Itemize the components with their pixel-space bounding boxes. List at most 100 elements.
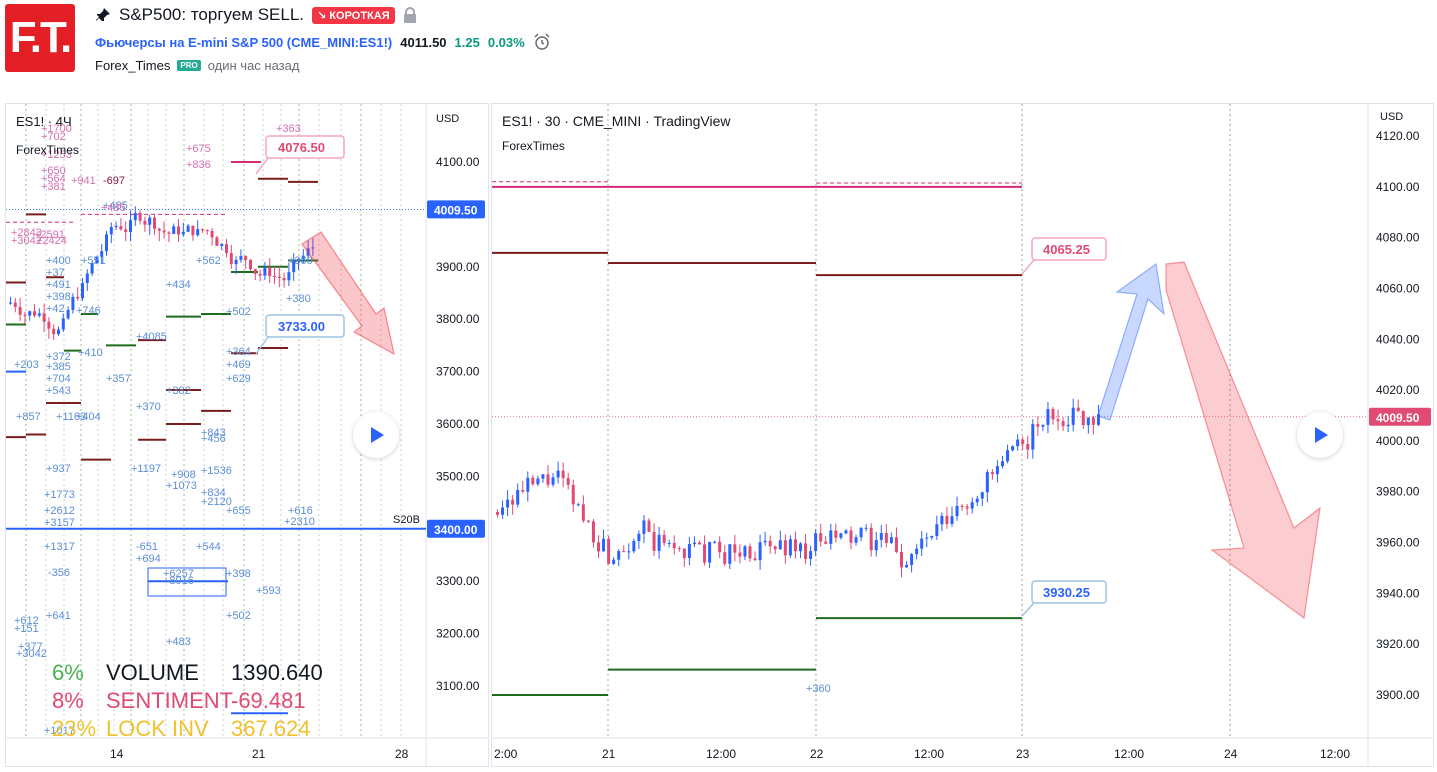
price-tick: 3900.00	[1376, 688, 1420, 702]
candle-body	[738, 552, 742, 557]
order-number: +694	[136, 553, 161, 565]
order-number: +404	[76, 411, 101, 423]
order-number: +491	[46, 279, 71, 291]
candle-body	[531, 477, 535, 485]
left-chart-canvas[interactable]: USD4100.004000.003900.003800.003700.0036…	[6, 104, 488, 766]
candle-body	[743, 546, 747, 557]
candle-body	[1026, 443, 1030, 450]
order-number-pink: +363	[276, 123, 301, 135]
label-high-box	[1031, 237, 1107, 261]
price-tick: 3300.00	[436, 574, 480, 588]
date-tick: 21	[252, 747, 266, 761]
candle-body	[915, 548, 919, 555]
order-number: +2120	[201, 496, 232, 508]
candle-body	[526, 477, 530, 492]
order-number: +360	[288, 255, 313, 267]
pin-icon[interactable]	[95, 7, 111, 23]
candle-body	[799, 543, 802, 552]
price-tick: 4040.00	[1376, 332, 1420, 346]
alarm-clock-icon[interactable]	[533, 33, 551, 51]
candle-body	[148, 217, 152, 225]
label-low-pointer	[1021, 602, 1035, 617]
order-number: -356	[48, 567, 70, 579]
time-tick: 12:00	[1320, 747, 1350, 761]
price-tick: 3200.00	[436, 627, 480, 641]
price-tick: 3700.00	[436, 365, 480, 379]
candle-body	[23, 314, 27, 316]
candle-body	[773, 546, 777, 550]
order-number: +8016	[163, 575, 194, 587]
line-price-label: 3400.00	[434, 523, 478, 537]
candle-body	[617, 551, 621, 560]
order-number-pink: +1253	[41, 149, 72, 161]
idea-title: S&P500: торгуем SELL.	[119, 5, 305, 24]
candle-body	[501, 507, 505, 515]
candle-body	[71, 296, 75, 310]
candle-body	[177, 226, 180, 235]
candle-body	[186, 225, 190, 232]
time-tick: 23	[1016, 747, 1030, 761]
label-high-pointer	[1021, 259, 1035, 275]
candle-body	[506, 499, 510, 508]
price-tick: 3100.00	[436, 679, 480, 693]
order-number-pink: -697	[103, 175, 125, 187]
candle-body	[496, 512, 499, 515]
order-number-pink: +2591	[34, 229, 65, 241]
candle-body	[602, 538, 606, 552]
order-number: +357	[106, 373, 131, 385]
left-chart-panel[interactable]: USD4100.004000.003900.003800.003700.0036…	[5, 103, 489, 767]
candle-body	[133, 212, 137, 221]
author-name[interactable]: Forex_Times	[95, 57, 171, 73]
candle-body	[249, 259, 252, 270]
price-tick: 4100.00	[1376, 180, 1420, 194]
order-number-pink: +2843	[11, 227, 42, 239]
right-chart-canvas[interactable]: USD 4120.00 4100.00 4080.00 4060.00 4040.00 40…	[492, 104, 1433, 766]
symbol-link[interactable]: Фьючерсы на E-mini S&P 500 (CME_MINI:ES1…	[95, 34, 393, 50]
price-tick: 3960.00	[1376, 536, 1420, 550]
candle-body	[28, 311, 32, 316]
order-number: +641	[46, 610, 71, 622]
candle-body	[642, 520, 646, 534]
selection-box	[147, 567, 227, 597]
candle-body	[849, 530, 853, 543]
order-number: +655	[226, 505, 251, 517]
order-number-pink: +381	[41, 181, 66, 193]
right-chart-panel[interactable]: USD 4120.00 4100.00 4080.00 4060.00 4040.00 40…	[491, 103, 1434, 767]
order-number: +469	[226, 359, 251, 371]
forex-times-logo[interactable]: F.T.	[5, 4, 75, 72]
order-number: +434	[166, 279, 191, 291]
play-button-right[interactable]	[1297, 412, 1343, 458]
candle-body	[708, 542, 712, 563]
time-tick: 22	[810, 747, 824, 761]
order-number: +562	[196, 255, 221, 267]
candle-body	[181, 231, 185, 235]
label-low-box	[265, 314, 345, 338]
candle-body	[1041, 424, 1045, 427]
candle-body	[597, 542, 600, 552]
candle-body	[571, 484, 575, 505]
candle-body	[311, 247, 315, 249]
candle-body	[292, 259, 296, 273]
indicator-pct: 8%	[52, 688, 84, 713]
candle-body	[576, 504, 580, 506]
order-number: +616	[288, 505, 313, 517]
candle-body	[561, 470, 565, 479]
order-number: +400	[46, 255, 71, 267]
candle-body	[196, 229, 200, 236]
candle-body	[66, 309, 70, 319]
candle-body	[297, 258, 300, 260]
candle-body	[713, 541, 717, 543]
sell-arrow	[301, 231, 395, 356]
candle-body	[81, 282, 84, 299]
price-tick: 3940.00	[1376, 586, 1420, 600]
candle-body	[980, 492, 984, 499]
candle-body	[124, 229, 128, 233]
price-tick: 4060.00	[1376, 281, 1420, 295]
candle-body	[692, 542, 696, 545]
candle-body	[268, 267, 272, 277]
candle-body	[18, 306, 22, 315]
order-number: +834	[201, 487, 226, 499]
candle-body	[874, 539, 878, 551]
candle-body	[52, 328, 56, 335]
play-button[interactable]	[353, 412, 399, 458]
